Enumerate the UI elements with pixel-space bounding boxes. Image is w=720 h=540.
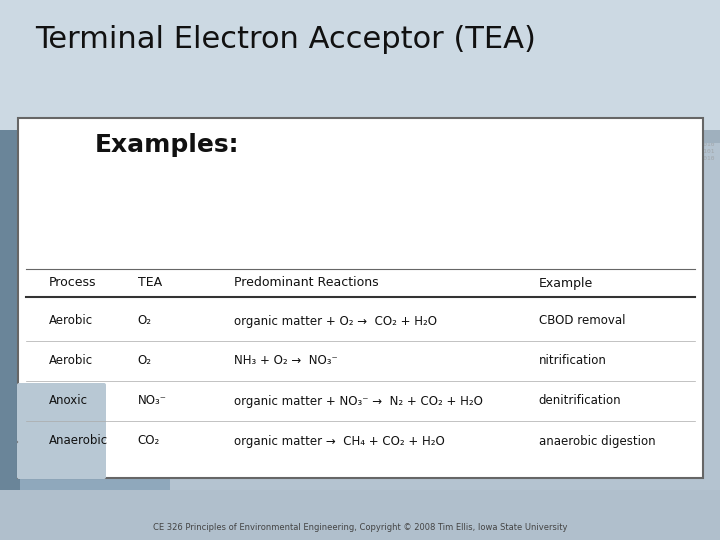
Bar [0,130,720,490]
Text: Aerobic: Aerobic [49,314,93,327]
Text: Process: Process [49,276,96,289]
Text: Aerobic: Aerobic [49,354,93,368]
Text: TEA: TEA [138,276,162,289]
Bar [0,130,170,490]
Bar [0,130,20,490]
Text: organic matter + NO₃⁻ →  N₂ + CO₂ + H₂O: organic matter + NO₃⁻ → N₂ + CO₂ + H₂O [234,395,482,408]
Text: NO₃⁻: NO₃⁻ [138,395,167,408]
Text: NH₃ + O₂ →  NO₃⁻: NH₃ + O₂ → NO₃⁻ [234,354,338,368]
Text: 101010101010101010: 101010101010101010 [647,142,715,147]
Text: anaerobic digestion: anaerobic digestion [539,435,655,448]
FancyBboxPatch shape [17,383,106,442]
Text: Anaerobic: Anaerobic [49,435,108,448]
Text: O₂: O₂ [138,354,152,368]
Text: CO₂: CO₂ [138,435,160,448]
Text: Terminal Electron Acceptor (TEA): Terminal Electron Acceptor (TEA) [35,25,536,54]
Text: Example: Example [539,276,593,289]
Text: Anoxic: Anoxic [49,395,88,408]
Text: Predominant Reactions: Predominant Reactions [234,276,379,289]
FancyBboxPatch shape [17,442,106,479]
Text: 010101010101010101: 010101010101010101 [647,149,715,154]
Text: CE 326 Principles of Environmental Engineering, Copyright © 2008 Tim Ellis, Iowa: CE 326 Principles of Environmental Engin… [153,523,567,532]
Bar [0,490,720,540]
Bar [0,0,720,130]
Bar [0,130,20,490]
Text: 101010101010101010: 101010101010101010 [647,156,715,161]
Text: organic matter →  CH₄ + CO₂ + H₂O: organic matter → CH₄ + CO₂ + H₂O [234,435,444,448]
Text: O₂: O₂ [138,314,152,327]
Text: nitrification: nitrification [539,354,606,368]
Text: CBOD removal: CBOD removal [539,314,625,327]
Text: denitrification: denitrification [539,395,621,408]
Text: Examples:: Examples: [95,133,240,157]
Bar [170,130,720,143]
Bar [18,118,703,478]
Text: 010101010101010101: 010101010101010101 [647,135,715,140]
Text: organic matter + O₂ →  CO₂ + H₂O: organic matter + O₂ → CO₂ + H₂O [234,314,437,327]
